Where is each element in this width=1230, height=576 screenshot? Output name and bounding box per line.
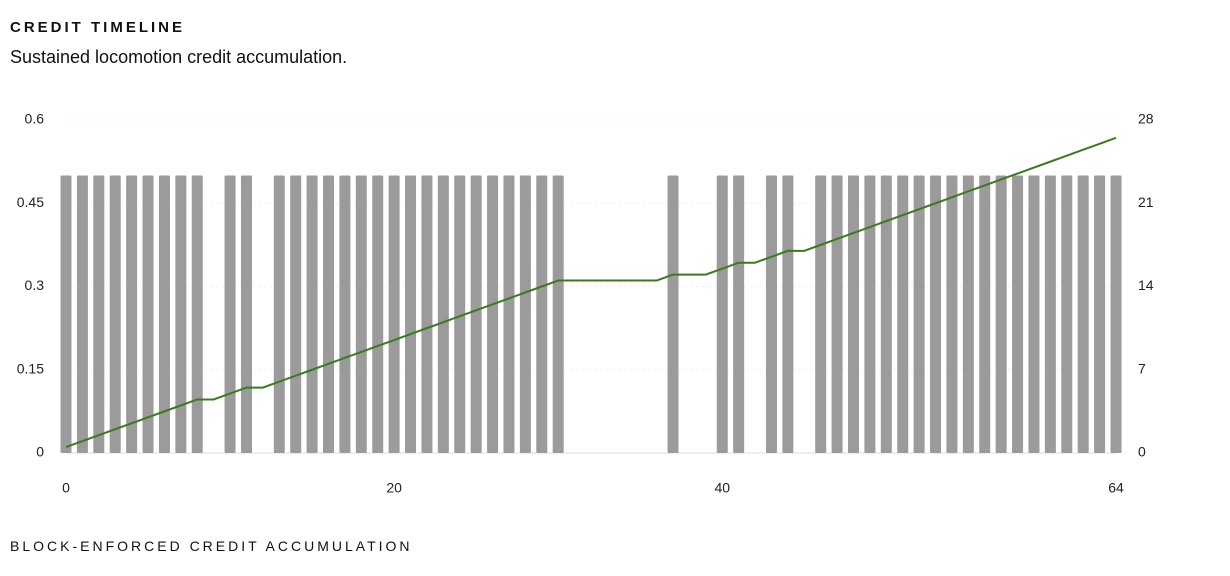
bar xyxy=(913,175,925,453)
y-tick-label: 0.6 xyxy=(25,111,45,127)
bar xyxy=(815,175,827,453)
y-tick-label: 0.15 xyxy=(17,360,44,376)
y-tick-label: 0 xyxy=(36,444,44,460)
bar xyxy=(355,175,367,453)
bar xyxy=(323,175,334,453)
y2-tick-label: 0 xyxy=(1138,444,1146,460)
chart-title: CREDIT TIMELINE xyxy=(10,19,185,36)
bar xyxy=(503,175,515,453)
bar xyxy=(897,175,909,453)
y2-tick-label: 7 xyxy=(1138,360,1146,376)
line xyxy=(65,136,1117,448)
bar xyxy=(848,175,859,453)
chart: 0 0.15 0.3 0.45 0.6 0 7 14 21 28 0 20 40 64 xyxy=(17,111,1154,496)
y-tick-label: 0.45 xyxy=(17,194,44,210)
bar xyxy=(158,175,170,453)
bar xyxy=(126,175,138,453)
bar xyxy=(372,175,384,453)
bar xyxy=(421,175,433,453)
x-tick-label: 20 xyxy=(386,480,402,496)
bar xyxy=(290,175,302,453)
bar xyxy=(454,175,466,453)
bar xyxy=(175,175,187,453)
bar xyxy=(765,175,777,453)
bar xyxy=(1061,175,1073,453)
bar xyxy=(930,175,942,453)
x-tick-label: 0 xyxy=(62,480,70,496)
bar xyxy=(1012,175,1024,453)
bar xyxy=(487,175,499,453)
bar xyxy=(470,175,482,453)
bar xyxy=(962,175,974,453)
bar xyxy=(306,175,318,453)
bar xyxy=(782,175,794,453)
bar xyxy=(224,175,236,453)
bar xyxy=(1110,175,1122,453)
y2-tick-label: 14 xyxy=(1138,277,1154,293)
x-tick-label: 40 xyxy=(714,480,730,496)
bar xyxy=(1094,175,1106,453)
bar xyxy=(864,175,876,453)
x-tick-label: 64 xyxy=(1108,480,1124,496)
y-tick-label: 0.3 xyxy=(25,277,45,293)
bar xyxy=(60,175,72,453)
bar xyxy=(273,175,285,453)
bar xyxy=(519,175,531,453)
bar xyxy=(388,175,400,453)
bar xyxy=(191,175,203,453)
bar xyxy=(1044,175,1056,453)
bar xyxy=(142,175,154,453)
bar xyxy=(76,175,88,453)
bar xyxy=(716,175,728,453)
bar xyxy=(1077,175,1089,453)
bar xyxy=(339,175,351,453)
bar xyxy=(995,175,1007,453)
bar xyxy=(1028,175,1040,453)
section-label: BLOCK-ENFORCED CREDIT ACCUMULATION xyxy=(10,538,413,554)
bar xyxy=(405,175,417,453)
bar xyxy=(667,175,679,453)
bar xyxy=(552,175,564,453)
bar xyxy=(979,175,991,453)
y2-tick-label: 21 xyxy=(1138,194,1154,210)
bar xyxy=(733,175,745,453)
y2-tick-label: 28 xyxy=(1138,111,1154,127)
bar xyxy=(93,175,105,453)
bar xyxy=(831,175,843,453)
bar xyxy=(240,175,252,453)
bar xyxy=(946,175,958,453)
chart-subtitle: Sustained locomotion credit accumulation… xyxy=(10,47,348,67)
bar xyxy=(437,175,449,453)
bar xyxy=(536,175,548,453)
bar xyxy=(880,175,892,453)
bar xyxy=(109,175,121,453)
